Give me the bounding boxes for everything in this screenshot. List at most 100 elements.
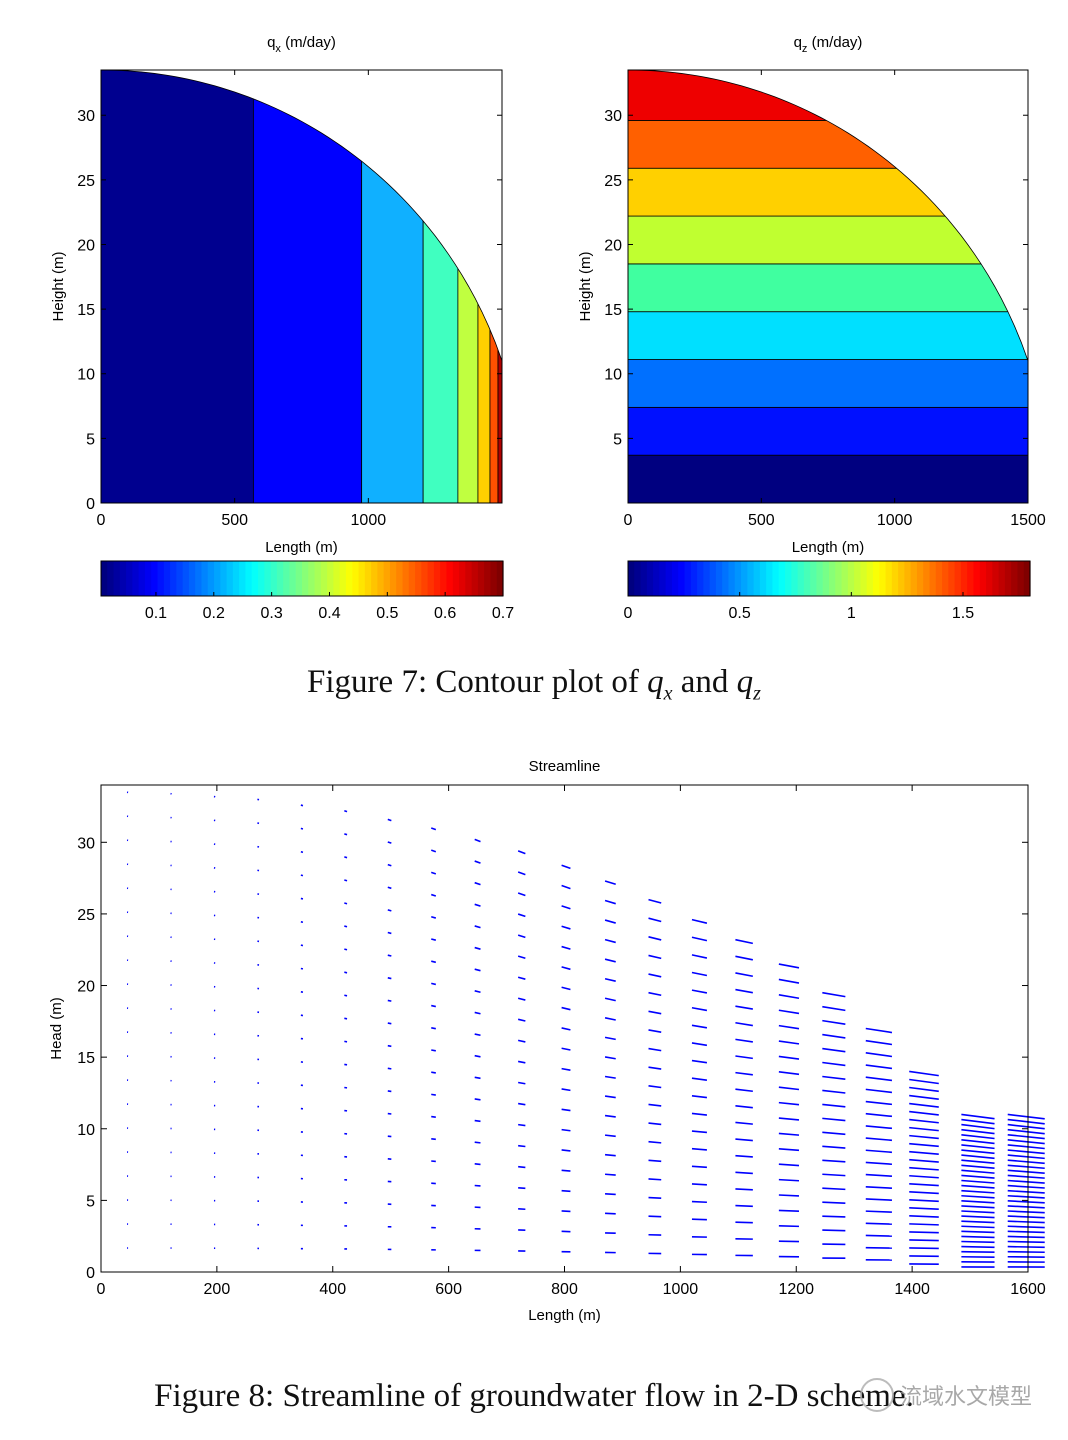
flow-arrow bbox=[517, 934, 526, 939]
colorbar-segment bbox=[107, 561, 115, 596]
colorbar-segment bbox=[408, 561, 416, 596]
x-tick-label: 1400 bbox=[894, 1281, 930, 1298]
colorbar-segment bbox=[960, 561, 968, 596]
colorbar-segment bbox=[389, 561, 397, 596]
flow-arrow bbox=[387, 886, 392, 890]
colorbar-segment bbox=[967, 561, 975, 596]
flow-arrow bbox=[909, 1207, 939, 1210]
colorbar-segment bbox=[703, 561, 711, 596]
flow-arrow bbox=[300, 827, 304, 830]
flow-arrow bbox=[561, 1047, 571, 1051]
colorbar-segment bbox=[201, 561, 209, 596]
flow-arrow bbox=[344, 810, 348, 813]
flow-arrow bbox=[961, 1210, 995, 1214]
flow-arrow bbox=[691, 1218, 707, 1221]
y-tick-label: 0 bbox=[86, 1265, 95, 1282]
flow-arrow bbox=[735, 1154, 753, 1158]
y-tick-label: 20 bbox=[77, 237, 95, 254]
flow-arrow bbox=[909, 1126, 939, 1132]
flow-arrow bbox=[822, 991, 846, 998]
flow-arrow bbox=[1007, 1139, 1045, 1145]
flow-arrow bbox=[474, 1098, 481, 1101]
colorbar-segment bbox=[402, 561, 410, 596]
y-axis-label: Height (m) bbox=[50, 251, 67, 321]
colorbar-segment bbox=[195, 561, 203, 596]
water-table-curve bbox=[100, 69, 503, 503]
colorbar-segment bbox=[176, 561, 184, 596]
contour-band bbox=[361, 70, 424, 503]
colorbar-segment bbox=[440, 561, 448, 596]
flow-arrow bbox=[961, 1179, 995, 1184]
flow-arrow bbox=[1007, 1215, 1045, 1219]
colorbar-segment bbox=[465, 561, 473, 596]
flow-arrow bbox=[648, 1029, 662, 1033]
flow-arrow bbox=[778, 1024, 800, 1030]
flow-arrow bbox=[778, 1194, 800, 1197]
flow-arrow bbox=[561, 945, 571, 950]
flow-arrow bbox=[648, 1066, 662, 1070]
colorbar-tick-label: 0.1 bbox=[145, 605, 167, 622]
y-axis-label: Head (m) bbox=[48, 997, 65, 1060]
colorbar-segment bbox=[684, 561, 692, 596]
flow-arrow bbox=[691, 1095, 708, 1099]
flow-arrow bbox=[387, 1044, 392, 1048]
flow-arrow bbox=[387, 818, 392, 822]
colorbar-segment bbox=[986, 561, 993, 596]
contour-band bbox=[628, 359, 1028, 408]
flow-arrow bbox=[648, 1159, 662, 1163]
flow-arrow bbox=[387, 954, 392, 957]
flow-arrow bbox=[778, 1117, 800, 1121]
flow-arrow bbox=[518, 1186, 526, 1190]
colorbar-segment bbox=[352, 561, 360, 596]
y-tick-label: 10 bbox=[77, 1122, 95, 1139]
flow-arrow bbox=[778, 1178, 800, 1182]
flow-arrow bbox=[1007, 1144, 1045, 1150]
flow-arrow bbox=[604, 919, 616, 924]
colorbar-segment bbox=[433, 561, 441, 596]
flow-arrow bbox=[604, 1153, 616, 1157]
flow-arrow bbox=[431, 1093, 436, 1096]
flow-arrow bbox=[961, 1139, 995, 1145]
colorbar-segment bbox=[333, 561, 341, 596]
colorbar-segment bbox=[283, 561, 291, 596]
y-tick-label: 25 bbox=[77, 173, 95, 190]
colorbar-segment bbox=[766, 561, 774, 596]
colorbar-segment bbox=[891, 561, 899, 596]
flow-arrow bbox=[778, 1101, 800, 1106]
x-tick-label: 1000 bbox=[351, 512, 387, 529]
flow-arrow bbox=[1007, 1235, 1045, 1239]
x-tick-label: 1500 bbox=[1010, 512, 1046, 529]
y-tick-label: 20 bbox=[77, 979, 95, 996]
colorbar-segment bbox=[979, 561, 987, 596]
flow-arrow bbox=[909, 1239, 939, 1242]
flow-arrow bbox=[604, 880, 616, 886]
flow-arrow bbox=[561, 905, 571, 910]
y-tick-label: 15 bbox=[77, 302, 95, 319]
wechat-icon bbox=[859, 1378, 894, 1412]
flow-arrow bbox=[344, 856, 348, 859]
colorbar-segment bbox=[910, 561, 918, 596]
colorbar-segment bbox=[358, 561, 366, 596]
flow-arrow bbox=[909, 1086, 939, 1093]
flow-arrow bbox=[1007, 1225, 1045, 1229]
flow-arrow bbox=[735, 938, 754, 945]
flow-arrow bbox=[778, 1071, 800, 1076]
flow-arrow bbox=[778, 1040, 800, 1045]
flow-arrow bbox=[822, 1005, 846, 1012]
flow-arrow bbox=[909, 1182, 939, 1187]
colorbar-segment bbox=[396, 561, 404, 596]
flow-arrow bbox=[1007, 1164, 1045, 1170]
flow-arrow bbox=[691, 1024, 708, 1029]
colorbar-segment bbox=[722, 561, 730, 596]
colorbar-segment bbox=[929, 561, 937, 596]
flow-arrow bbox=[604, 997, 616, 1002]
flow-arrow bbox=[1007, 1128, 1045, 1135]
flow-arrow bbox=[735, 1188, 753, 1191]
flow-arrow bbox=[909, 1118, 939, 1124]
y-tick-label: 30 bbox=[77, 108, 95, 125]
flow-arrow bbox=[604, 1036, 616, 1041]
colorbar-segment bbox=[803, 561, 811, 596]
colorbar-segment bbox=[634, 561, 642, 596]
colorbar-segment bbox=[665, 561, 673, 596]
flow-arrow bbox=[518, 1081, 526, 1085]
